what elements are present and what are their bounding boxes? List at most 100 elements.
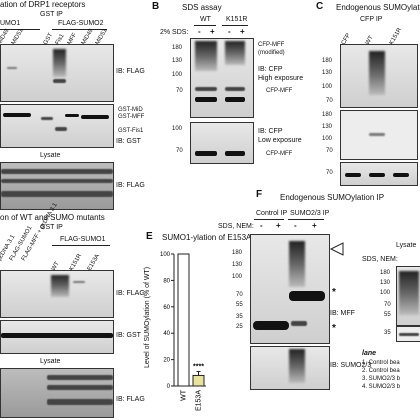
chart-title: SUMO1-ylation of E153A: [162, 233, 252, 242]
panel-f-mw2-35: 35: [384, 330, 391, 336]
panel-f-ib2: IB: SUMO2/3: [330, 362, 372, 369]
panel-a-band-3: GST-Fis1: [118, 128, 144, 134]
panel-a-ib2: IB: GST: [116, 138, 141, 145]
panel-a-ib1: IB: FLAG: [116, 68, 145, 75]
panel-a-band-2: GST-MFF: [118, 114, 145, 120]
panel-b-title: SDS assay: [182, 3, 222, 12]
y-tick-label: 0: [167, 384, 171, 390]
panel-f-mw-70: 70: [236, 292, 243, 298]
panel-f-mw2-100: 100: [380, 290, 391, 296]
panel-c-blot-bottom: [340, 162, 418, 186]
panel-a-blot-gst: [0, 104, 114, 148]
panel-f-letter: F: [256, 189, 263, 200]
panel-a-blot-lysate: [0, 162, 114, 210]
chart-ylabel: Level of SUMOylation (% of WT): [144, 266, 151, 368]
panel-c-mw3-70: 70: [326, 170, 333, 176]
panel-f-mw2-180: 180: [380, 270, 391, 276]
panel-a-lysate: Lysate: [40, 152, 61, 159]
panel-b-mw2-100: 100: [172, 126, 183, 132]
panel-e-chart: 0 20 40 60 80 100 WT E153A ****: [160, 252, 206, 411]
panel-f-blot-lysate-2: [396, 326, 420, 342]
panel-b-band1: CFP-MFF: [266, 88, 293, 94]
panel-b-mw-100: 100: [172, 72, 183, 78]
panel-f-mw2-55: 55: [384, 312, 391, 318]
panel-c-mw2-100: 100: [322, 136, 333, 142]
panel-c-letter: C: [316, 1, 324, 12]
panel-d-lysate: Lysate: [40, 358, 61, 365]
panel-c-mw-130: 130: [322, 70, 333, 76]
panel-f-mw-25: 25: [236, 324, 243, 330]
panel-f-mw2-70: 70: [384, 302, 391, 308]
panel-f-title: Endogenous SUMOylation IP: [280, 193, 385, 202]
panel-d-hdr: FLAG-SUMO1: [60, 236, 106, 243]
panel-f-sign-3: -: [294, 221, 297, 230]
panel-f-blot-lysate: [396, 266, 420, 326]
panel-b-ib1a: IB: CFP: [258, 66, 283, 73]
panel-f-sign-4: +: [312, 221, 317, 230]
panel-f-sdsnem: SDS, NEM:: [218, 223, 254, 230]
panel-f-sign-1: -: [260, 221, 263, 230]
panel-b-ib2b: Low exposure: [258, 137, 302, 144]
bar-e153a: [192, 374, 205, 387]
y-tick-label: 20: [163, 358, 170, 364]
panel-b-ib1b: High exposure: [258, 75, 304, 82]
panel-f-mw-100: 100: [232, 274, 243, 280]
panel-f-h2: SUMO2/3 IP: [290, 210, 330, 217]
panel-c-blot-mid: [340, 110, 418, 160]
panel-f-mw2-130: 130: [380, 280, 391, 286]
panel-c-title: Endogenous SUMOylati: [336, 3, 420, 12]
panel-d-blot-flag: [0, 270, 114, 318]
panel-b-band2: CFP-MFF: [266, 151, 293, 157]
panel-a-ib3: IB: FLAG: [116, 182, 145, 189]
panel-f-blot-sumo: [250, 346, 330, 390]
panel-e-letter: E: [146, 231, 153, 242]
panel-f-h1: Control IP: [256, 210, 288, 217]
panel-f-mw-55: 55: [236, 302, 243, 308]
panel-f-mw-130: 130: [232, 262, 243, 268]
significance-annotation: ****: [193, 363, 204, 370]
y-tick-label: 60: [163, 305, 170, 311]
panel-c-mw-180: 180: [322, 58, 333, 64]
panel-b-note1: CFP-MFF: [258, 42, 285, 48]
panel-f-legend-1: 1. Control bea: [362, 360, 400, 366]
panel-a-title: ation of DRP1 receptors: [0, 0, 86, 9]
panel-b-sds: 2% SDS:: [160, 29, 189, 36]
panel-d-title: on of WT and SUMO mutants: [0, 213, 105, 222]
panel-d-blot-gst: [0, 320, 114, 354]
panel-b-sign-4: +: [240, 27, 245, 36]
panel-c-mw2-130: 130: [322, 124, 333, 130]
panel-b-mw-180: 180: [172, 45, 183, 51]
panel-b-mw-130: 130: [172, 58, 183, 64]
triangle-marker-icon: [329, 242, 344, 256]
x-tick-label: E153A: [196, 390, 203, 411]
panel-c-mw-100: 100: [322, 84, 333, 90]
panel-b-note2: (modified): [258, 50, 285, 56]
panel-f-legend-2: 2. Control bea: [362, 368, 400, 374]
panel-d-sub: GST IP: [40, 224, 63, 231]
y-tick-label: 100: [160, 252, 171, 258]
panel-b-mw2-70: 70: [176, 148, 183, 154]
panel-b-sign-1: -: [198, 27, 201, 36]
panel-f-blot-mff: [250, 234, 330, 344]
panel-b-letter: B: [152, 1, 160, 12]
panel-f-lane-title: lane: [362, 350, 377, 357]
panel-f-ib1: IB: MFF: [330, 310, 355, 317]
panel-c-mw2-70: 70: [326, 148, 333, 154]
panel-f-sdsnem2: SDS, NEM:: [362, 256, 398, 263]
panel-d-ib3: IB: FLAG: [116, 396, 145, 403]
panel-b-wt: WT: [200, 16, 211, 23]
panel-d-blot-lysate: [0, 368, 114, 418]
panel-a-hdr1: UMO1: [0, 20, 21, 27]
panel-f-legend-4: 4. SUMO2/3 b: [362, 384, 401, 390]
bar-wt: [177, 253, 190, 387]
panel-f-sign-2: +: [276, 221, 281, 230]
y-tick-label: 40: [163, 331, 170, 337]
panel-d-ib1: IB: FLAG: [116, 290, 145, 297]
panel-b-mw-70: 70: [176, 88, 183, 94]
panel-f-legend-3: 3. SUMO2/3 b: [362, 376, 401, 382]
panel-a-sub: GST IP: [40, 11, 63, 18]
panel-b-mut: K151R: [226, 16, 248, 23]
y-tick-label: 80: [163, 278, 170, 284]
panel-f-mw-35: 35: [236, 314, 243, 320]
